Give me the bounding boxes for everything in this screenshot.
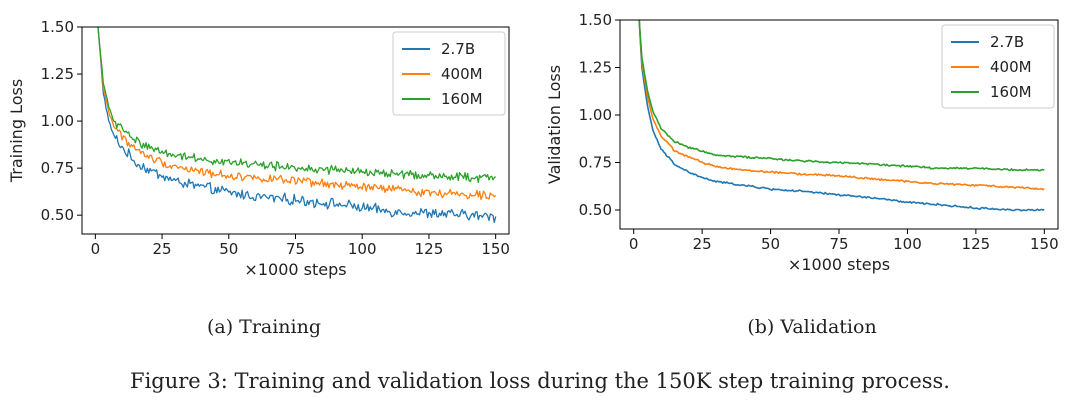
legend-label-2-7b: 2.7B xyxy=(441,40,475,58)
training-loss-panel: 0 25 50 75 100 125 150 0.50 0.75 1.00 1.25 1.50 ×100… xyxy=(7,18,510,279)
x-tick-label: 100 xyxy=(893,235,922,253)
series-line-400m xyxy=(97,27,497,201)
figure-caption: Figure 3: Training and validation loss d… xyxy=(130,369,950,393)
legend-label-160m: 160M xyxy=(441,90,483,108)
x-tick-label: 75 xyxy=(286,240,305,258)
x-tick-label: 100 xyxy=(348,240,377,258)
legend-label-160m: 160M xyxy=(990,83,1032,101)
subcaption-validation: (b) Validation xyxy=(747,316,876,338)
x-tick-label: 125 xyxy=(962,235,991,253)
series-line-400m xyxy=(638,20,1045,191)
y-tick-label: 0.75 xyxy=(41,159,74,177)
x-tick-label: 25 xyxy=(693,235,712,253)
x-tick-label: 150 xyxy=(1030,235,1059,253)
y-axis-label: Training Loss xyxy=(7,79,26,183)
validation-loss-panel: 0 25 50 75 100 125 150 0.50 0.75 1.00 1.25 1.50 ×100… xyxy=(545,11,1059,274)
series-line-2-7b xyxy=(638,20,1045,212)
y-tick-label: 1.50 xyxy=(41,18,74,36)
y-tick-label: 0.50 xyxy=(579,201,612,219)
y-tick-label: 1.25 xyxy=(41,65,74,83)
series-line-160m xyxy=(638,20,1045,172)
x-tick-label: 125 xyxy=(415,240,444,258)
x-tick-label: 50 xyxy=(761,235,780,253)
series-line-160m xyxy=(97,27,497,184)
y-tick-label: 1.00 xyxy=(579,106,612,124)
y-tick-label: 1.50 xyxy=(579,11,612,29)
x-tick-label: 25 xyxy=(153,240,172,258)
x-axis-label: ×1000 steps xyxy=(244,260,346,279)
subcaption-training: (a) Training xyxy=(207,316,321,338)
y-axis-label: Validation Loss xyxy=(545,65,564,184)
x-tick-label: 0 xyxy=(629,235,639,253)
x-tick-label: 0 xyxy=(91,240,101,258)
y-tick-label: 1.25 xyxy=(579,59,612,77)
x-tick-label: 75 xyxy=(829,235,848,253)
y-tick-label: 1.00 xyxy=(41,112,74,130)
x-axis-label: ×1000 steps xyxy=(788,255,890,274)
legend-label-400m: 400M xyxy=(990,58,1032,76)
x-tick-label: 150 xyxy=(481,240,510,258)
legend-label-2-7b: 2.7B xyxy=(990,33,1024,51)
legend-box xyxy=(941,24,1055,109)
legend-box xyxy=(392,31,506,116)
legend-label-400m: 400M xyxy=(441,65,483,83)
series-line-2-7b xyxy=(97,27,497,224)
x-tick-label: 50 xyxy=(219,240,238,258)
y-tick-label: 0.50 xyxy=(41,206,74,224)
y-tick-label: 0.75 xyxy=(579,154,612,172)
